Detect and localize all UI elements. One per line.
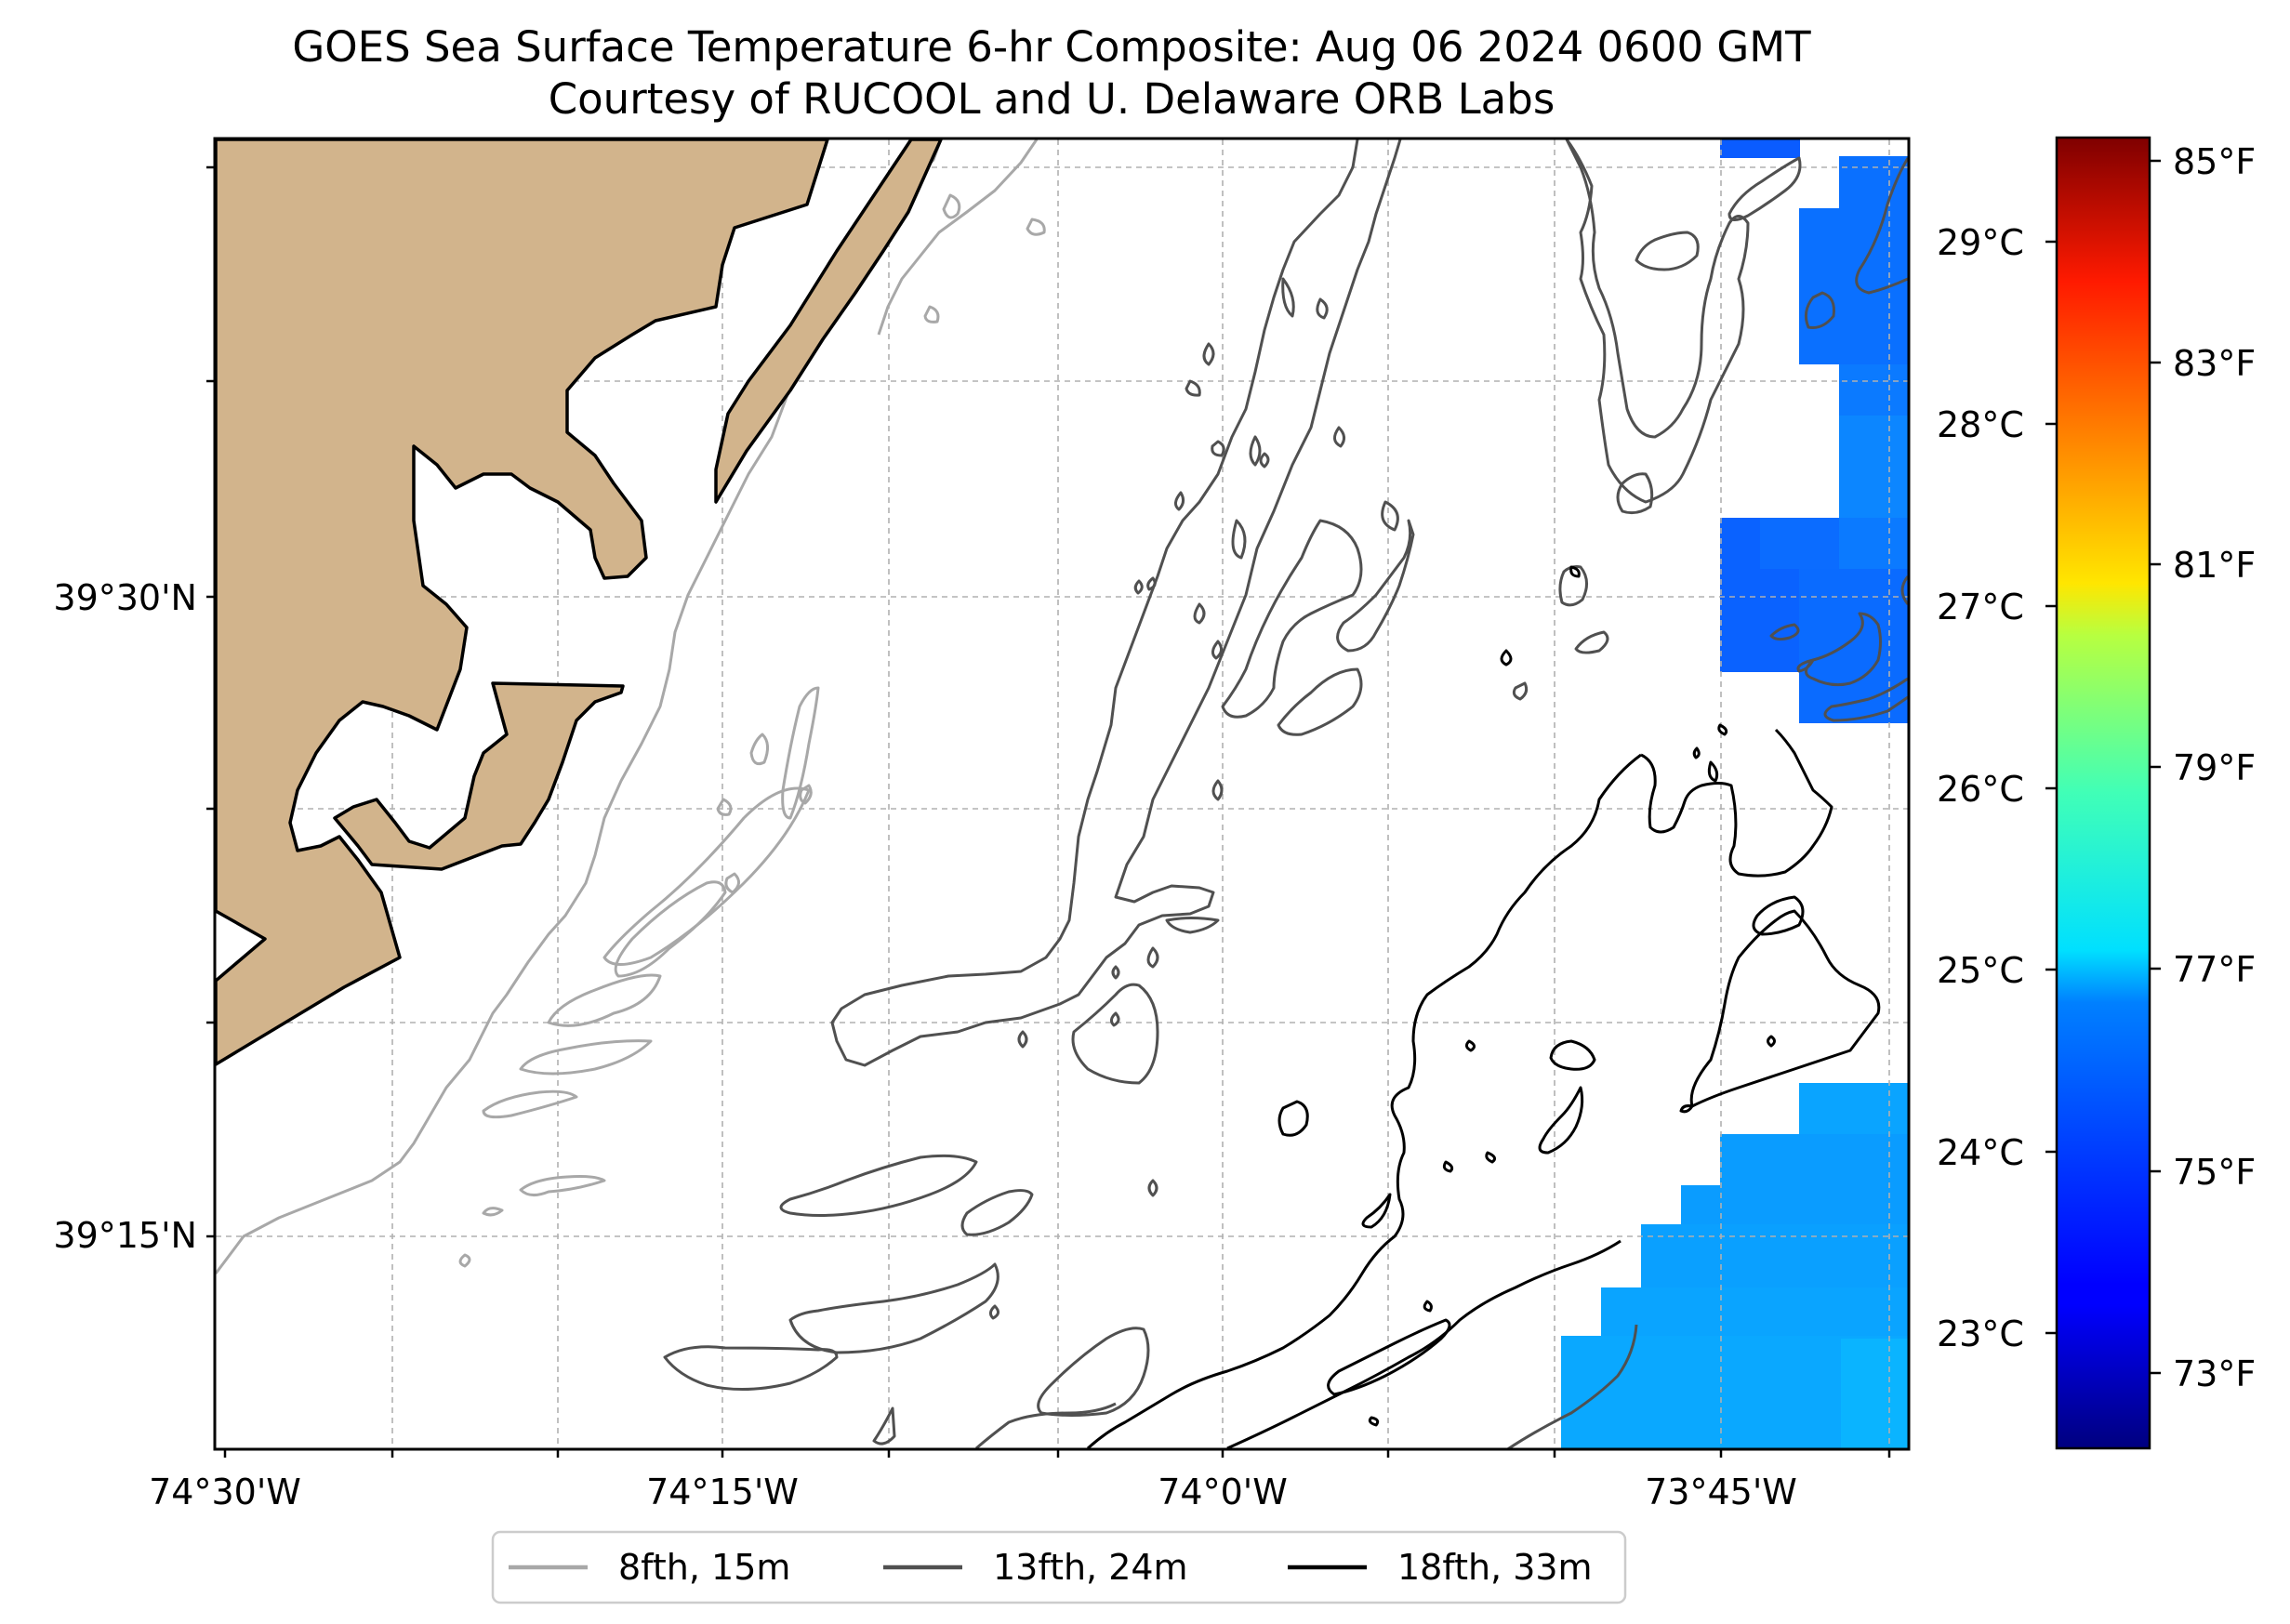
land-mainland (216, 139, 829, 1066)
legend: 8fth, 15m 13fth, 24m 18fth, 33m (491, 1530, 1627, 1604)
y-tick-label: 39°30'N (53, 577, 197, 618)
colorbar: 85°F 83°F 81°F 79°F 77°F 75°F 73°F (2055, 136, 2256, 1450)
legend-label: 18fth, 33m (1397, 1547, 1593, 1588)
isobath-13fth (663, 139, 1908, 1448)
legend-label: 8fth, 15m (618, 1547, 790, 1588)
sst-cell (1799, 1083, 1908, 1134)
celsius-label: 29°C (1937, 222, 2024, 263)
sst-cell (1799, 569, 1908, 723)
map-panel (216, 139, 1908, 1448)
isobath-18fth (1086, 565, 1881, 1448)
legend-label: 13fth, 24m (993, 1547, 1188, 1588)
sst-cell (1841, 1339, 1908, 1448)
x-tick-label: 74°0'W (1158, 1472, 1288, 1512)
x-tick-label: 73°45'W (1645, 1472, 1797, 1512)
sst-cell (1760, 518, 1839, 569)
land-barrier-island (714, 139, 943, 504)
sst-cell (1839, 364, 1908, 416)
x-tick-label: 74°30'W (149, 1472, 301, 1512)
fahrenheit-label: 77°F (2173, 949, 2256, 990)
land-cape (333, 681, 625, 871)
y-tick-label: 39°15'N (53, 1215, 197, 1256)
map-title-line2: Courtesy of RUCOOL and U. Delaware ORB L… (549, 74, 1555, 124)
celsius-label: 28°C (1937, 404, 2024, 445)
colorbar-gradient (2055, 136, 2151, 1450)
fahrenheit-label: 75°F (2173, 1152, 2256, 1193)
fahrenheit-label: 85°F (2173, 141, 2256, 182)
sst-cell (1720, 1134, 1908, 1185)
axis-ticks (206, 165, 1891, 1458)
celsius-scale: 29°C 28°C 27°C 26°C 25°C 24°C 23°C (1937, 222, 2057, 1354)
map-title-line1: GOES Sea Surface Temperature 6-hr Compos… (292, 22, 1811, 72)
celsius-label: 25°C (1937, 950, 2024, 991)
land (216, 139, 943, 1066)
map-frame (213, 137, 1911, 1451)
fahrenheit-label: 79°F (2173, 747, 2256, 788)
sst-cell (1641, 1224, 1908, 1287)
sst-cell (1681, 1185, 1908, 1224)
sst-cell (1601, 1287, 1908, 1336)
celsius-label: 24°C (1937, 1132, 2024, 1173)
sst-cell (1720, 139, 1800, 158)
celsius-label: 26°C (1937, 769, 2024, 810)
sst-cell (1839, 156, 1908, 208)
legend-box (491, 1530, 1627, 1604)
x-tick-label: 74°15'W (646, 1472, 799, 1512)
sst-cell (1839, 518, 1908, 569)
fahrenheit-label: 83°F (2173, 343, 2256, 384)
fahrenheit-label: 73°F (2173, 1353, 2256, 1394)
fahrenheit-label: 81°F (2173, 545, 2256, 586)
celsius-label: 23°C (1937, 1314, 2024, 1354)
celsius-label: 27°C (1937, 587, 2024, 627)
sst-cell (1839, 416, 1908, 518)
